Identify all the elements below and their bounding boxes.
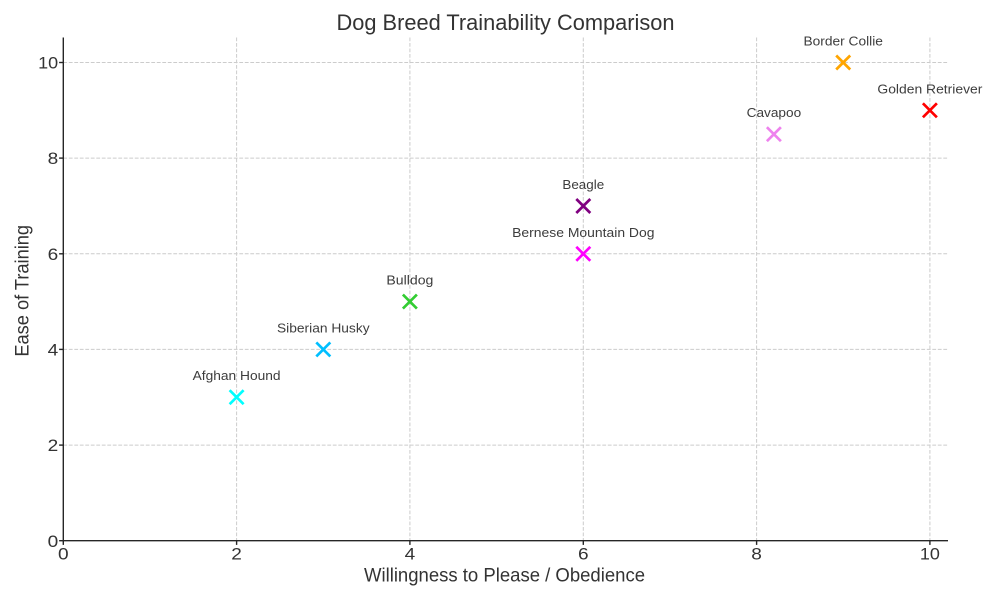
svg-text:8: 8 xyxy=(48,149,59,168)
svg-text:Willingness to Please / Obedie: Willingness to Please / Obedience xyxy=(364,565,645,587)
svg-text:Border Collie: Border Collie xyxy=(804,35,883,49)
svg-text:Golden Retriever: Golden Retriever xyxy=(877,82,982,96)
svg-text:Bulldog: Bulldog xyxy=(386,274,433,288)
svg-text:4: 4 xyxy=(48,341,59,360)
svg-text:Siberian Husky: Siberian Husky xyxy=(277,321,370,335)
svg-text:2: 2 xyxy=(48,436,59,455)
svg-text:Bernese Mountain Dog: Bernese Mountain Dog xyxy=(512,226,654,240)
svg-text:2: 2 xyxy=(231,544,242,563)
svg-text:Beagle: Beagle xyxy=(562,178,604,192)
svg-text:4: 4 xyxy=(405,544,416,563)
svg-text:0: 0 xyxy=(58,544,69,563)
svg-text:8: 8 xyxy=(751,544,762,563)
svg-text:Dog Breed Trainability Compari: Dog Breed Trainability Comparison xyxy=(337,10,675,35)
svg-text:Cavapoo: Cavapoo xyxy=(747,106,802,120)
svg-text:Afghan Hound: Afghan Hound xyxy=(193,369,281,383)
svg-text:6: 6 xyxy=(48,245,59,264)
svg-text:10: 10 xyxy=(920,544,940,563)
svg-text:10: 10 xyxy=(38,54,58,73)
svg-text:6: 6 xyxy=(578,544,589,563)
svg-text:Ease of Training: Ease of Training xyxy=(11,225,33,357)
svg-text:0: 0 xyxy=(48,532,59,551)
